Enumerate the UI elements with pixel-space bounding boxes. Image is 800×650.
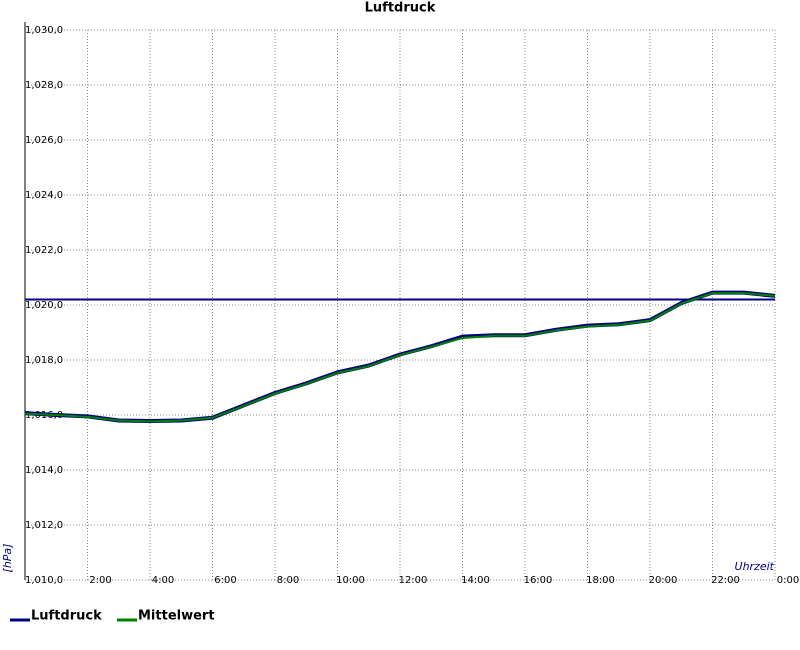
x-axis-label: Uhrzeit: [735, 560, 775, 573]
y-tick-label: 1,028,0: [25, 80, 63, 91]
y-axis-label: [hPa]: [1, 544, 14, 573]
x-tick-label: 2:00: [89, 575, 111, 586]
x-tick-label: 4:00: [152, 575, 174, 586]
x-tick-label: 18:00: [586, 575, 615, 586]
y-tick-label: 1,024,0: [25, 190, 63, 201]
x-tick-label: 6:00: [214, 575, 236, 586]
x-tick-label: 0:00: [777, 575, 799, 586]
y-tick-label: 1,010,0: [25, 575, 63, 586]
chart-title: Luftdruck: [365, 1, 436, 16]
y-tick-label: 1,014,0: [25, 465, 63, 476]
y-tick-label: 1,018,0: [25, 355, 63, 366]
x-tick-label: 20:00: [649, 575, 678, 586]
x-tick-label: 22:00: [711, 575, 740, 586]
legend-label: Mittelwert: [138, 609, 215, 624]
y-tick-label: 1,022,0: [25, 245, 63, 256]
x-tick-label: 12:00: [399, 575, 428, 586]
y-tick-label: 1,030,0: [25, 25, 63, 36]
x-tick-label: 10:00: [336, 575, 365, 586]
series-line: [24, 292, 776, 423]
x-tick-label: 16:00: [524, 575, 553, 586]
x-tick-label: 8:00: [277, 575, 299, 586]
y-tick-label: 1,026,0: [25, 135, 63, 146]
series-line: [24, 290, 776, 424]
y-tick-label: 1,012,0: [25, 520, 63, 531]
y-tick-label: 1,020,0: [25, 300, 63, 311]
legend-label: Luftdruck: [31, 609, 102, 624]
x-tick-label: 14:00: [461, 575, 490, 586]
